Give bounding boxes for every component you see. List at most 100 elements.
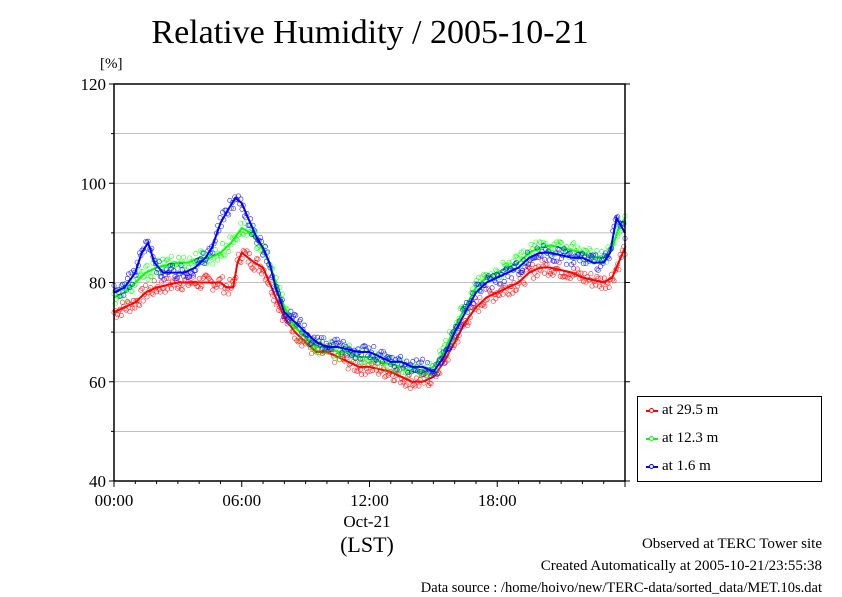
data-point [505,291,511,297]
legend-item-12-3m: at 12.3 m [646,430,718,447]
data-point [478,289,484,295]
data-point [345,366,351,372]
data-point [394,367,400,373]
data-point [359,359,365,365]
data-point [556,238,562,244]
data-point [611,278,617,284]
data-point [296,338,302,344]
data-point [559,255,565,261]
data-point [217,215,223,221]
data-point [200,250,206,256]
data-point [189,271,195,277]
data-point [441,360,448,366]
data-point [544,261,550,267]
data-point [255,256,261,262]
data-point [601,275,607,281]
data-point [580,261,587,267]
data-point [463,299,470,305]
data-point [198,256,204,262]
data-point [413,357,420,363]
data-point [291,311,298,318]
gridlines [114,133,625,432]
x-tick-label: 06:00 [222,491,261,510]
data-point [205,258,211,264]
data-point [234,237,240,243]
data-point [517,252,523,258]
data-point [288,308,294,314]
data-point [410,382,416,388]
data-point [162,289,168,295]
data-point [118,313,124,319]
data-point [149,290,155,296]
data-point [588,271,594,277]
data-point [282,313,288,319]
data-point [251,267,257,273]
data-point [332,359,338,365]
data-point [556,260,562,266]
data-point [554,258,560,264]
data-point [123,287,129,293]
data-point [600,280,606,286]
data-point [555,246,561,252]
data-point [117,293,123,299]
data-point [483,286,489,292]
data-point [227,234,233,240]
data-point [406,373,412,379]
data-point [526,250,532,256]
data-point [338,353,344,359]
data-point [490,298,496,304]
data-point [219,274,226,280]
data-point [472,280,478,287]
data-point [113,314,119,320]
data-point [389,354,395,360]
data-point [309,351,315,357]
data-point [595,267,601,273]
data-point [529,261,535,268]
data-point [138,287,144,293]
data-point [490,273,496,279]
data-point [210,250,216,256]
data-point [365,353,371,359]
data-point [400,365,406,371]
data-point [210,287,216,293]
data-point [534,273,540,279]
data-point [119,281,126,287]
data-point [212,247,218,253]
data-point [166,275,172,282]
legend-item-1-6m: at 1.6 m [646,458,711,475]
data-point [244,232,250,238]
data-point [351,367,357,373]
data-point [151,278,157,284]
legend: at 29.5 m at 12.3 m at 1.6 m [637,396,822,482]
data-point [210,261,216,267]
data-point [602,250,609,256]
data-point [129,281,135,287]
data-point [360,343,366,350]
data-point [479,302,485,308]
data-point [129,305,135,311]
data-point [201,260,207,267]
data-point [152,261,159,267]
data-point [167,262,173,269]
data-point [168,253,174,259]
data-point [593,252,599,258]
data-point [455,329,461,335]
data-point [380,349,387,355]
data-point [355,368,361,374]
data-point [598,263,604,269]
chart-title: Relative Humidity / 2005-10-21 [151,14,589,51]
data-point [185,274,191,281]
data-point [415,368,421,374]
data-point [349,352,355,358]
data-point [568,243,574,250]
data-point [489,285,495,291]
data-point [334,336,340,342]
data-point [139,286,145,292]
data-point [498,281,504,287]
data-point [465,322,471,329]
data-point [378,349,384,355]
data-point [522,264,528,270]
data-point [412,383,418,389]
data-point [335,340,341,346]
data-point [437,370,443,377]
